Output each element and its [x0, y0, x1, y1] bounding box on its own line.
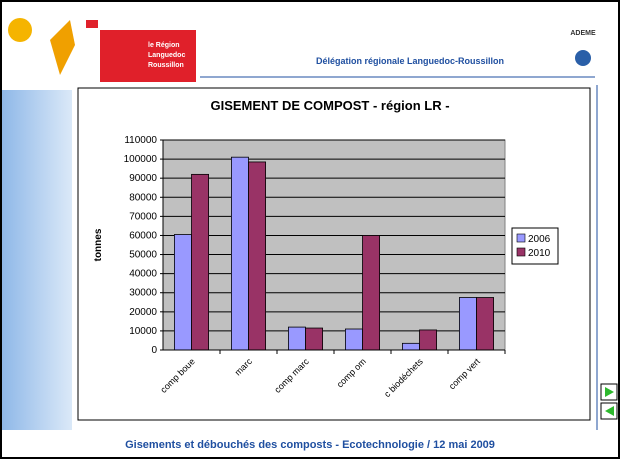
- y-axis-label: tonnes: [93, 228, 104, 261]
- y-tick-label: 100000: [124, 154, 158, 165]
- sun-icon: [8, 18, 32, 42]
- region-logo: [100, 30, 196, 82]
- y-tick-label: 90000: [129, 173, 157, 184]
- chart: GISEMENT DE COMPOST - région LR - tonnes…: [93, 98, 559, 399]
- logo-text: le Région: [148, 42, 180, 49]
- bar: [173, 234, 192, 351]
- flag-icon: [86, 20, 98, 28]
- agency-logo: ADEME: [570, 30, 596, 37]
- legend-swatch: [516, 247, 526, 257]
- bar: [419, 329, 438, 351]
- bar: [305, 327, 324, 351]
- y-tick-label: 10000: [129, 326, 157, 337]
- bar: [458, 297, 477, 351]
- plot-area: [162, 139, 506, 351]
- agency-globe: [575, 50, 591, 66]
- bar: [401, 342, 420, 351]
- y-tick-label: 50000: [129, 250, 157, 261]
- logo-text: Roussillon: [148, 62, 184, 69]
- bar: [248, 161, 267, 351]
- legend-label: 2010: [528, 248, 551, 259]
- bar: [344, 328, 363, 351]
- y-tick-label: 20000: [129, 307, 157, 318]
- y-tick-label: 0: [151, 345, 157, 356]
- y-tick-label: 110000: [124, 135, 157, 146]
- bar: [191, 173, 210, 351]
- y-tick-label: 30000: [129, 288, 157, 299]
- y-tick-label: 80000: [129, 192, 157, 203]
- chart-title: GISEMENT DE COMPOST - région LR -: [210, 98, 449, 113]
- prev-arrow: [605, 406, 614, 416]
- bar: [287, 326, 306, 351]
- legend-swatch: [516, 233, 526, 243]
- side-strip: [2, 90, 72, 430]
- legend-label: 2006: [528, 234, 551, 245]
- bar: [230, 156, 249, 351]
- next-arrow: [605, 387, 614, 397]
- y-tick-label: 40000: [129, 269, 157, 280]
- y-tick-label: 60000: [129, 230, 157, 241]
- footer: Gisements et débouchés des composts - Ec…: [125, 439, 495, 451]
- logo-text: Languedoc: [148, 52, 185, 59]
- bar: [476, 297, 495, 351]
- walker-icon: [50, 20, 75, 75]
- y-tick-label: 70000: [129, 211, 157, 222]
- bar: [362, 235, 381, 351]
- delegation: Délégation régionale Languedoc-Roussillo…: [316, 56, 504, 66]
